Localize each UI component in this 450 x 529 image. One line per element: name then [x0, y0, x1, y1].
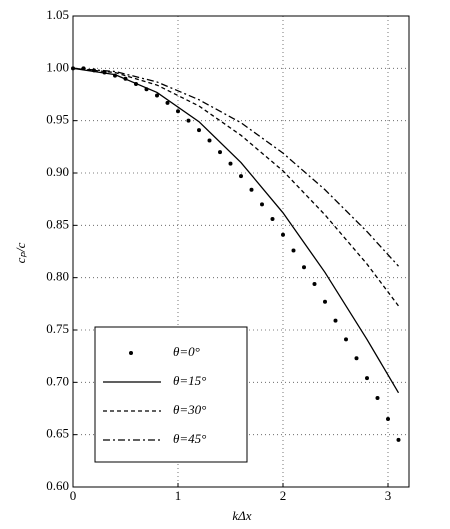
- x-tick-label: 2: [280, 488, 287, 503]
- y-tick-label: 0.70: [46, 373, 69, 388]
- y-tick-label: 0.90: [46, 164, 69, 179]
- data-point: [155, 93, 159, 98]
- y-tick-label: 0.80: [46, 269, 69, 284]
- data-point: [354, 356, 359, 361]
- y-tick-label: 0.95: [46, 112, 69, 127]
- y-tick-label: 1.05: [46, 7, 69, 22]
- data-point: [365, 376, 369, 381]
- y-axis-label: cₚ/c: [13, 242, 28, 263]
- data-point: [228, 161, 233, 166]
- series-line: [72, 67, 400, 394]
- data-point: [249, 187, 254, 192]
- data-point: [291, 248, 296, 253]
- x-tick-label: 1: [175, 488, 182, 503]
- data-point: [176, 109, 180, 114]
- y-tick-label: 0.60: [46, 478, 69, 493]
- data-point: [344, 337, 348, 342]
- legend-label: θ=45°: [173, 431, 206, 446]
- series-line: [72, 67, 400, 307]
- legend-box: [94, 326, 248, 463]
- data-point: [186, 118, 191, 123]
- data-point: [260, 202, 264, 207]
- data-point: [165, 100, 170, 105]
- data-point: [281, 232, 285, 237]
- data-point: [197, 128, 201, 133]
- data-point: [333, 318, 338, 323]
- data-point: [207, 138, 212, 143]
- y-tick-label: 0.65: [46, 426, 69, 441]
- series-line: [72, 67, 399, 267]
- legend-label: θ=15°: [173, 373, 206, 388]
- data-point: [396, 437, 401, 442]
- data-point: [323, 299, 327, 304]
- data-point: [312, 281, 317, 286]
- data-point: [239, 174, 243, 179]
- x-tick-label: 0: [70, 488, 77, 503]
- data-point: [375, 396, 380, 401]
- data-point: [270, 217, 275, 222]
- legend-label: θ=30°: [173, 402, 206, 417]
- y-tick-label: 1.00: [46, 59, 69, 74]
- legend-label: θ=0°: [173, 344, 200, 359]
- x-axis-label: kΔx: [232, 508, 251, 523]
- y-tick-label: 0.85: [46, 216, 69, 231]
- plot-frame: [72, 15, 410, 488]
- legend-symbol: [129, 351, 133, 355]
- x-tick-label: 3: [385, 488, 392, 503]
- data-point: [302, 265, 306, 270]
- data-point: [386, 416, 390, 421]
- data-point: [218, 150, 222, 155]
- y-tick-label: 0.75: [46, 321, 69, 336]
